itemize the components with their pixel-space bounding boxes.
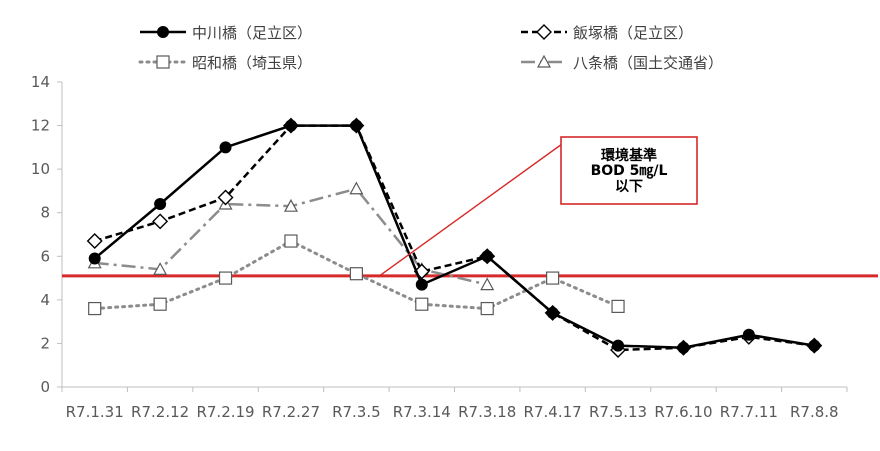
x-tick-label: R7.6.10	[654, 403, 712, 421]
data-point	[218, 271, 233, 285]
series-group	[86, 117, 823, 358]
data-point	[86, 233, 103, 250]
data-point	[546, 306, 559, 319]
data-point	[415, 278, 428, 291]
y-tick-label: 2	[40, 334, 50, 352]
x-tick-label: R7.2.19	[196, 403, 254, 421]
y-tick-label: 10	[31, 160, 50, 178]
annotation-text: BOD 5㎎/L	[591, 163, 668, 180]
y-tick-label: 12	[31, 117, 50, 135]
series-3	[88, 234, 625, 316]
x-tick-label: R7.3.18	[458, 403, 516, 421]
series-1	[88, 119, 821, 354]
series-line	[94, 124, 815, 352]
annotation-leader-line	[377, 143, 563, 278]
data-point	[480, 301, 494, 316]
data-point	[612, 339, 625, 352]
x-tick-label: R7.2.12	[131, 403, 189, 421]
series-line	[93, 239, 620, 311]
data-point	[350, 119, 363, 132]
x-tick-label: R7.3.14	[393, 403, 451, 421]
annotation-text: 以下	[615, 179, 643, 195]
data-point	[480, 277, 495, 291]
data-point	[153, 297, 167, 311]
legend-item-2: 飯塚橋（足立区）	[521, 24, 693, 42]
data-point	[88, 252, 101, 265]
x-tick-label: R7.2.27	[262, 403, 320, 421]
x-tick-label: R7.4.17	[524, 403, 582, 421]
legend-marker	[536, 24, 552, 40]
data-point	[481, 250, 494, 263]
data-point	[283, 198, 298, 212]
legend-marker	[536, 54, 552, 68]
data-point	[808, 339, 821, 352]
data-point	[677, 341, 690, 354]
legend-label: 八条橋（国土交通省）	[573, 54, 723, 72]
legend-label: 中川橋（足立区）	[192, 24, 312, 42]
data-point	[611, 299, 625, 313]
data-point	[154, 198, 167, 210]
data-point	[349, 181, 364, 195]
y-tick-label: 4	[40, 291, 50, 309]
data-point	[284, 119, 297, 132]
series-line	[93, 124, 815, 350]
legend: 中川橋（足立区） 飯塚橋（足立区） 昭和橋（埼玉県） 八条橋（国土交通省）	[138, 24, 723, 72]
annotation-text: 環境基準	[601, 147, 657, 164]
data-point	[152, 213, 169, 230]
x-tick-label: R7.7.11	[720, 403, 778, 421]
y-tick-label: 0	[40, 378, 50, 396]
y-tick-label: 8	[40, 204, 50, 222]
data-point	[88, 301, 102, 316]
legend-label: 飯塚橋（足立区）	[573, 24, 693, 42]
x-tick-label: R7.3.5	[332, 403, 381, 421]
series-2	[86, 117, 823, 358]
data-point	[415, 297, 429, 311]
y-tick-label: 6	[40, 247, 50, 265]
data-point	[219, 141, 232, 154]
data-point	[349, 267, 363, 281]
x-tick-label: R7.1.31	[66, 403, 124, 421]
legend-marker	[156, 55, 170, 69]
data-point	[153, 262, 168, 275]
legend-label: 昭和橋（埼玉県）	[192, 54, 312, 72]
legend-item-4: 八条橋（国土交通省）	[521, 54, 723, 72]
axes: 0 2 4 6 8 10 12 14 R7.1.31 R7.2.12 R7.2.19 R7.2.27 R…	[31, 73, 848, 421]
x-tick-label: R7.5.13	[589, 403, 647, 421]
legend-marker	[157, 26, 169, 38]
data-point	[217, 189, 234, 206]
legend-item-1: 中川橋（足立区）	[140, 24, 312, 42]
data-point	[742, 328, 755, 341]
data-point	[546, 271, 560, 285]
legend-item-3: 昭和橋（埼玉県）	[138, 54, 312, 72]
annotation-box	[560, 136, 698, 205]
x-tick-label: R7.8.8	[790, 403, 839, 421]
data-point	[284, 234, 298, 248]
y-tick-label: 14	[31, 73, 50, 91]
